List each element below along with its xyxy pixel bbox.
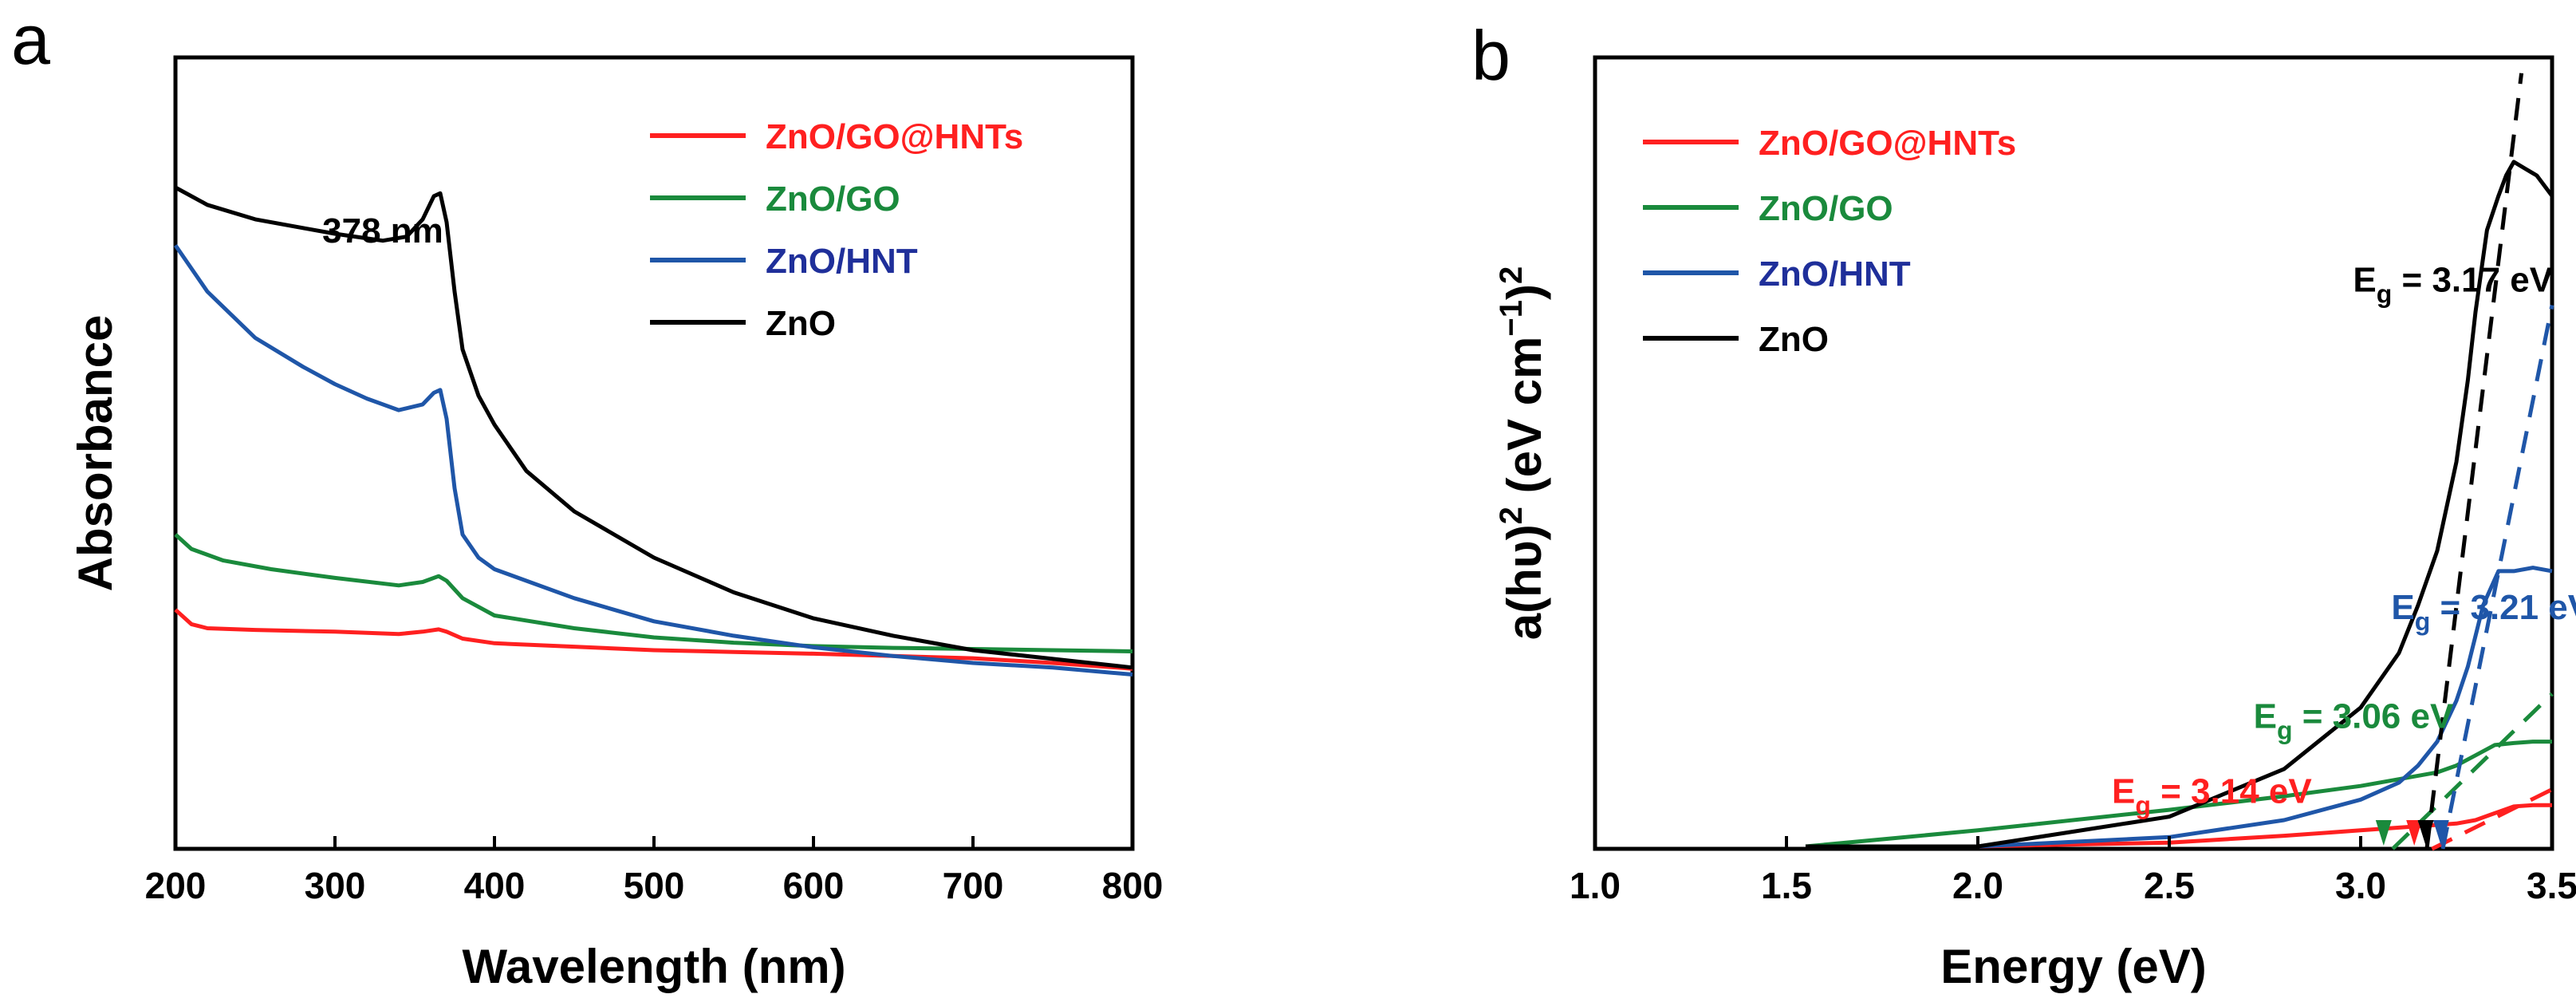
panel-a-ylabel: Absorbance bbox=[69, 315, 122, 592]
panel-b-ylabel-end: ) bbox=[1498, 284, 1551, 300]
panel-a-label: a bbox=[11, 0, 50, 79]
panel-b-line-zno bbox=[1806, 160, 2554, 849]
panel-a-line-zno-go bbox=[174, 533, 1133, 653]
panel-a-peak-annotation: 378 nm bbox=[322, 211, 443, 251]
panel-b-legend-label-zno: ZnO bbox=[1759, 320, 1829, 359]
panel-b-label: b bbox=[1471, 16, 1511, 95]
panel-a-x-tick-label: 500 bbox=[624, 865, 685, 906]
panel-b-legend-label-zno-go: ZnO/GO bbox=[1759, 189, 1893, 228]
panel-b-eg-annotation: Eg = 3.14 eV bbox=[2112, 772, 2312, 820]
panel-b-eg-annotation: Eg = 3.21 eV bbox=[2391, 588, 2576, 636]
panel-a-x-ticks: 200 300 400 500 600 700 800 bbox=[145, 836, 1164, 906]
panel-a-legend: ZnO/GO@HNTs ZnO/GO ZnO/HNT ZnO bbox=[650, 117, 1023, 343]
panel-b-xlabel: Energy (eV) bbox=[1940, 940, 2206, 993]
panel-a-legend-label-zno-go: ZnO/GO bbox=[766, 180, 900, 219]
panel-b-intercept-arrow-zno-go bbox=[2375, 820, 2392, 846]
panel-b-ylabel-base: a(hυ) bbox=[1498, 524, 1551, 640]
panel-a-x-tick-label: 300 bbox=[305, 865, 366, 906]
panel-a-line-zno-hnt bbox=[173, 244, 1133, 677]
eg-symbol: E bbox=[2112, 772, 2135, 811]
panel-b-ylabel: a(hυ)2 (eV cm−1)2 bbox=[1494, 266, 1551, 640]
panel-b-tangent-zno-hnt bbox=[2440, 304, 2554, 850]
panel-b-intercept-arrow-zno bbox=[2417, 820, 2434, 846]
panel-b-x-ticks: 1.0 1.5 2.0 2.5 3.0 3.5 bbox=[1570, 836, 2576, 906]
panel-b-legend: ZnO/GO@HNTs ZnO/GO ZnO/HNT ZnO bbox=[1643, 124, 2016, 359]
panel-b-frame bbox=[1593, 55, 2554, 851]
panel-b-tangent-zno-go-hnts bbox=[2431, 787, 2554, 851]
panel-a: a 200 300 400 500 600 700 800 Wavelength (nm) … bbox=[11, 0, 1163, 993]
panel-a-x-tick-label: 800 bbox=[1102, 865, 1164, 906]
panel-a-x-tick-label: 700 bbox=[943, 865, 1004, 906]
eg-symbol: E bbox=[2353, 260, 2376, 299]
panel-a-legend-label-zno-hnt: ZnO/HNT bbox=[766, 242, 918, 281]
panel-b-ylabel-sup1: 2 bbox=[1494, 507, 1529, 524]
panel-a-x-tick-label: 600 bbox=[783, 865, 845, 906]
eg-subscript: g bbox=[2377, 279, 2393, 308]
eg-subscript: g bbox=[2277, 716, 2293, 745]
eg-value: = 3.06 eV bbox=[2293, 697, 2454, 736]
panel-a-xlabel: Wavelength (nm) bbox=[462, 940, 845, 993]
eg-symbol: E bbox=[2391, 588, 2414, 627]
panel-a-legend-label-zno: ZnO bbox=[766, 304, 836, 343]
panel-b-x-tick-label: 1.5 bbox=[1761, 865, 1812, 906]
panel-b-intercept-arrow-zno-go-hnts bbox=[2406, 820, 2423, 846]
eg-value: = 3.14 eV bbox=[2151, 772, 2312, 811]
panel-b-ylabel-sup3: 2 bbox=[1494, 266, 1529, 284]
panel-b-legend-label-zno-go-hnts: ZnO/GO@HNTs bbox=[1759, 124, 2016, 163]
panel-b-x-tick-label: 1.0 bbox=[1570, 865, 1621, 906]
panel-a-line-zno bbox=[174, 185, 1133, 670]
eg-symbol: E bbox=[2254, 697, 2277, 736]
panel-a-frame bbox=[173, 55, 1135, 851]
panel-a-x-tick-label: 400 bbox=[464, 865, 526, 906]
panel-b-ylabel-sup2: −1 bbox=[1494, 300, 1529, 337]
panel-b-x-tick-label: 2.5 bbox=[2144, 865, 2195, 906]
panel-a-legend-label-zno-go-hnts: ZnO/GO@HNTs bbox=[766, 117, 1023, 156]
panel-b-intercept-arrow-zno-hnt bbox=[2432, 820, 2449, 846]
eg-value: = 3.21 eV bbox=[2430, 588, 2576, 627]
panel-b-x-tick-label: 3.0 bbox=[2335, 865, 2386, 906]
panel-b-legend-label-zno-hnt: ZnO/HNT bbox=[1759, 254, 1911, 294]
panel-b-eg-annotation: Eg = 3.06 eV bbox=[2254, 697, 2454, 745]
eg-subscript: g bbox=[2415, 607, 2431, 636]
panel-a-series bbox=[173, 185, 1133, 677]
panel-b-tangents bbox=[2375, 73, 2554, 851]
panel-b-ylabel-mid: (eV cm bbox=[1498, 337, 1551, 507]
panel-b-line-zno-hnt bbox=[1806, 566, 2553, 849]
panel-b-eg-annotation: Eg = 3.17 eV bbox=[2353, 260, 2553, 308]
eg-value: = 3.17 eV bbox=[2392, 260, 2553, 299]
panel-b-x-tick-label: 2.0 bbox=[1952, 865, 2003, 906]
panel-b: b 1.0 1.5 2.0 2.5 3.0 3.5 Energy (eV) a(hυ)2 … bbox=[1471, 16, 2576, 993]
panel-a-x-tick-label: 200 bbox=[145, 865, 207, 906]
eg-subscript: g bbox=[2135, 791, 2151, 820]
panel-b-x-tick-label: 3.5 bbox=[2527, 865, 2576, 906]
panel-b-tangent-zno bbox=[2424, 73, 2524, 850]
